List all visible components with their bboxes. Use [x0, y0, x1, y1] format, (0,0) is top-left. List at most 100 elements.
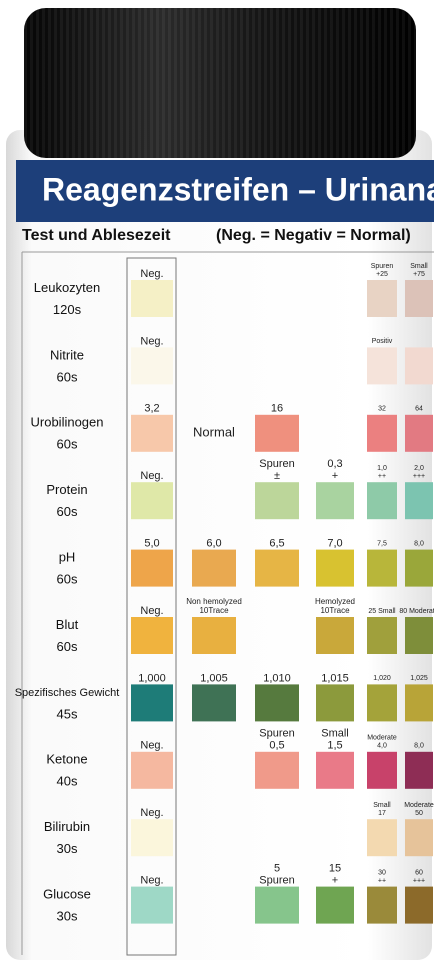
color-swatch [131, 751, 173, 789]
neg-column-frame [126, 257, 177, 956]
cell-label: 6,0 [206, 538, 221, 550]
cell-label: 50 [415, 810, 423, 817]
color-swatch [131, 549, 173, 587]
cell-label: Neg. [140, 268, 163, 280]
color-swatch [255, 414, 299, 452]
cell-label: ± [274, 470, 280, 482]
cell-label: Spuren [259, 875, 294, 887]
title-banner [16, 160, 434, 222]
read-time: 60s [57, 572, 78, 587]
color-swatch [405, 414, 433, 452]
cell-label: Neg. [140, 807, 163, 819]
cell-label: 1,005 [200, 672, 228, 684]
test-name: Leukozyten [34, 280, 101, 295]
color-swatch [316, 886, 354, 924]
color-swatch [255, 549, 299, 587]
read-time: 30s [57, 841, 78, 856]
cell-label: 5,0 [144, 538, 159, 550]
color-swatch [255, 684, 299, 722]
cell-label: 4,0 [377, 743, 387, 750]
color-swatch [367, 549, 397, 587]
color-swatch [131, 819, 173, 857]
color-swatch [131, 684, 173, 722]
color-swatch [405, 549, 433, 587]
cell-label: 5 [274, 863, 280, 875]
read-time: 60s [57, 437, 78, 452]
cell-label: ++ [378, 877, 386, 884]
title: Reagenzstreifen – Urinana [42, 171, 434, 207]
cell-label: 10Trace [199, 606, 229, 615]
color-swatch [367, 684, 397, 722]
color-swatch [316, 751, 354, 789]
cell-label: 3,2 [144, 403, 159, 415]
cell-label: 16 [271, 403, 283, 415]
read-time: 60s [57, 369, 78, 384]
color-swatch [405, 280, 433, 317]
cell-label: 0,5 [269, 740, 284, 752]
color-swatch [367, 482, 397, 520]
cell-label: 15 [329, 863, 341, 875]
cell-label: 8,0 [414, 743, 424, 750]
read-time: 45s [57, 706, 78, 721]
cell-label: ++ [378, 473, 386, 480]
color-swatch [192, 549, 236, 587]
cell-label: 7,0 [327, 538, 342, 550]
cell-label: Small [321, 728, 349, 740]
color-swatch [255, 886, 299, 924]
color-swatch [255, 482, 299, 520]
cell-label: Non hemolyzed [186, 597, 242, 606]
color-swatch [316, 482, 354, 520]
cell-label: 1,010 [263, 672, 291, 684]
cell-label: Spuren [371, 263, 394, 270]
cell-label: 17 [378, 810, 386, 817]
left-header: Test und Ablesezeit [22, 227, 171, 244]
cell-label: 8,0 [414, 540, 424, 547]
cell-label: Small [410, 263, 428, 270]
read-time: 30s [57, 909, 78, 924]
color-swatch [367, 280, 397, 317]
right-header: (Neg. = Negativ = Normal) [216, 227, 411, 244]
color-swatch [367, 347, 397, 385]
color-swatch [131, 482, 173, 520]
test-name: Ketone [46, 752, 87, 767]
cell-label: 25 Small [368, 608, 396, 615]
cell-label: +75 [413, 271, 425, 278]
color-swatch [131, 280, 173, 317]
color-swatch [367, 617, 397, 654]
cell-label: Hemolyzed [315, 597, 355, 606]
cell-label: 6,5 [269, 538, 284, 550]
color-swatch [316, 617, 354, 654]
cell-label: 32 [378, 406, 386, 413]
cell-label: Moderate [367, 735, 397, 742]
color-swatch [192, 617, 236, 654]
cell-label: Neg. [140, 875, 163, 887]
color-swatch [131, 617, 173, 654]
test-name: Bilirubin [44, 819, 90, 834]
cell-label: 80 Moderate [399, 608, 434, 615]
cell-label: Moderate [404, 802, 434, 809]
color-swatch [255, 751, 299, 789]
cell-label: 1,5 [327, 740, 342, 752]
color-swatch [405, 482, 433, 520]
test-name: pH [59, 550, 76, 565]
color-swatch [405, 617, 433, 654]
cell-label: 1,000 [138, 672, 166, 684]
cap-grooves [24, 8, 416, 158]
cell-label: Small [373, 802, 391, 809]
rows: Leukozyten120sNeg.Spuren+25Small+75Nitri… [15, 263, 434, 924]
cell-label: Neg. [140, 335, 163, 347]
color-swatch [131, 347, 173, 385]
read-time: 60s [57, 639, 78, 654]
cell-label: + [332, 875, 338, 887]
color-swatch [367, 886, 397, 924]
test-name: Glucose [43, 887, 91, 902]
read-time: 60s [57, 504, 78, 519]
color-swatch [131, 886, 173, 924]
color-swatch [192, 684, 236, 722]
cell-label: +++ [413, 877, 425, 884]
cell-label: Neg. [140, 470, 163, 482]
test-name: Protein [46, 482, 87, 497]
color-swatch [367, 751, 397, 789]
cell-label: 1,025 [410, 675, 428, 682]
